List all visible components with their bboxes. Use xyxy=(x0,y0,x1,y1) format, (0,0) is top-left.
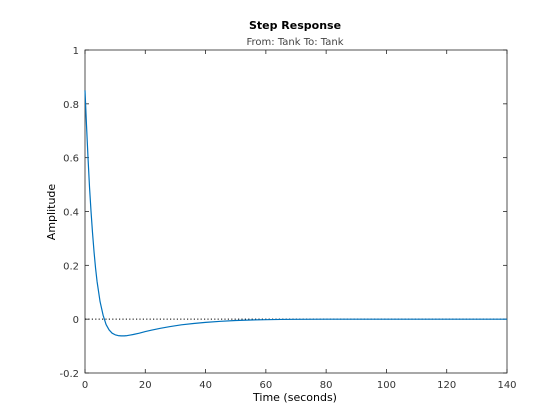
step-response-line xyxy=(84,90,507,337)
y-tick-label: 0.2 xyxy=(63,261,79,272)
plot-area: 0 20 40 60 80 100 120 140-0.200.20.40.60.81 xyxy=(59,46,516,391)
y-tick-label: 0 xyxy=(73,315,79,326)
x-tick-label: 20 xyxy=(139,380,152,391)
x-tick-label: 100 xyxy=(377,380,396,391)
y-tick-label: 0.8 xyxy=(63,100,79,111)
y-axis-label: Amplitude xyxy=(45,184,58,241)
x-tick-label: 60 xyxy=(259,380,272,391)
x-tick-label: 140 xyxy=(497,380,516,391)
plot-frame xyxy=(84,49,508,374)
y-tick-label: 1 xyxy=(73,46,79,57)
y-tick-label: 0.6 xyxy=(63,154,79,165)
x-tick-label: 40 xyxy=(199,380,212,391)
x-axis-label: Time (seconds) xyxy=(252,391,337,404)
y-tick-label: 0.4 xyxy=(63,208,79,219)
x-tick-label: 80 xyxy=(320,380,333,391)
chart-title: Step Response xyxy=(249,19,341,32)
chart-subtitle: From: Tank To: Tank xyxy=(247,37,344,48)
x-tick-label: 0 xyxy=(82,380,88,391)
y-tick-label: -0.2 xyxy=(59,369,79,380)
x-tick-label: 120 xyxy=(437,380,456,391)
